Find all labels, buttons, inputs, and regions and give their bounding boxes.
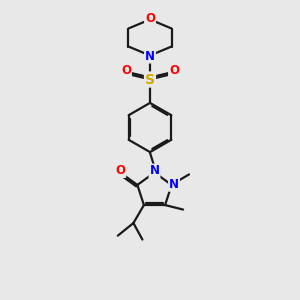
Text: O: O	[115, 164, 125, 177]
Text: N: N	[169, 178, 179, 191]
Text: O: O	[121, 64, 131, 77]
Text: O: O	[169, 64, 179, 77]
Text: N: N	[145, 50, 155, 63]
Text: O: O	[145, 12, 155, 26]
Text: S: S	[145, 73, 155, 86]
Text: N: N	[149, 164, 160, 178]
